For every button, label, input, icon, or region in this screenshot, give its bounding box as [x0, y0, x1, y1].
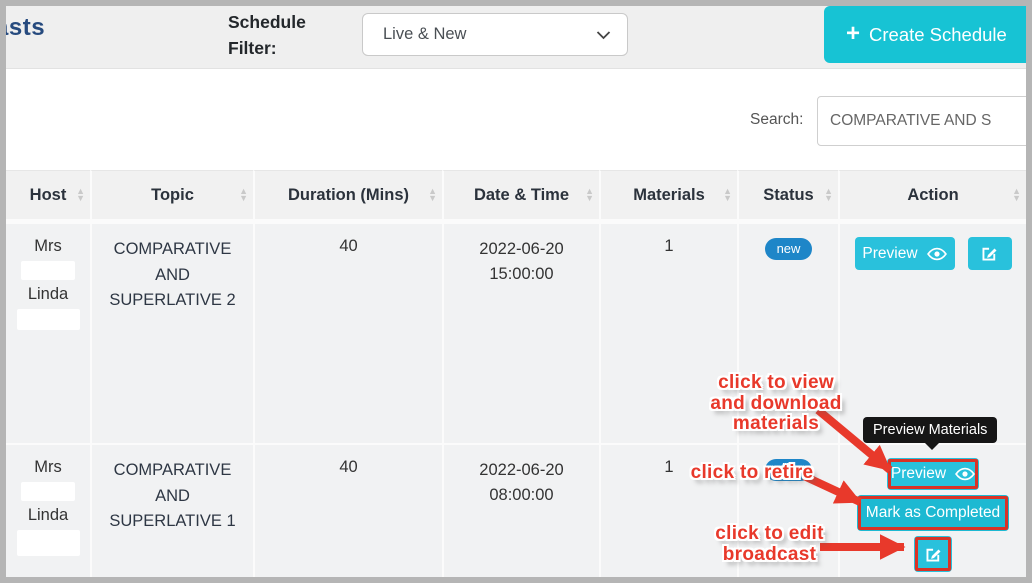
host-title: Mrs: [34, 458, 62, 476]
search-label: Search:: [750, 111, 804, 128]
plus-icon: +: [846, 19, 861, 47]
column-header-materials[interactable]: Materials ▲ ▼: [599, 170, 737, 222]
schedule-filter-value: Live & New: [383, 25, 467, 43]
topic-cell: COMPARATIVE AND SUPERLATIVE 2: [90, 222, 253, 443]
schedules-table: Host ▲ ▼ Topic ▲ ▼ Duration (Mins) ▲ ▼ Date…: [6, 170, 1026, 577]
create-schedule-label: Create Schedule: [869, 23, 1007, 45]
action-cell: Preview: [838, 222, 1026, 443]
column-header-host[interactable]: Host ▲ ▼: [6, 170, 90, 222]
host-name: Linda: [27, 506, 69, 524]
search-band: Search:: [6, 70, 1026, 170]
schedule-filter-select[interactable]: Live & New: [362, 13, 628, 56]
search-input[interactable]: [817, 96, 1026, 146]
column-header-datetime[interactable]: Date & Time ▲ ▼: [442, 170, 599, 222]
annotation-view-materials: click to view and download materials: [710, 372, 842, 435]
materials-cell: 1: [599, 443, 737, 577]
duration-cell: 40: [253, 443, 442, 577]
table-row: Mrs Linda COMPARATIVE AND SUPERLATIVE 1 …: [6, 443, 1026, 577]
status-cell: new: [737, 222, 838, 443]
datetime-cell: 2022-06-20 08:00:00: [442, 443, 599, 577]
eye-icon: [955, 467, 975, 481]
sort-icon[interactable]: ▲ ▼: [723, 186, 732, 203]
sort-icon[interactable]: ▲ ▼: [585, 186, 594, 203]
status-badge: new: [764, 238, 813, 260]
column-header-topic[interactable]: Topic ▲ ▼: [90, 170, 253, 222]
redacted-text-box: [21, 261, 75, 280]
host-name: Linda: [27, 285, 69, 303]
column-header-action[interactable]: Action ▲ ▼: [838, 170, 1026, 222]
sort-icon[interactable]: ▲ ▼: [1012, 186, 1021, 203]
sort-icon[interactable]: ▲ ▼: [824, 186, 833, 203]
preview-materials-tooltip: Preview Materials: [863, 417, 998, 450]
top-toolbar: asts Schedule Filter: Live & New + Creat…: [6, 6, 1026, 69]
annotation-retire: click to retire: [690, 462, 814, 483]
topic-cell: COMPARATIVE AND SUPERLATIVE 1: [90, 443, 253, 577]
host-cell: Mrs Linda: [6, 222, 90, 443]
edit-icon: [982, 247, 997, 261]
host-cell: Mrs Linda: [6, 443, 90, 577]
schedule-filter-label: Schedule Filter:: [228, 12, 306, 59]
page-title: asts: [6, 14, 48, 46]
redacted-text-box: [16, 309, 80, 330]
redacted-text-box: [16, 530, 80, 556]
materials-cell: 1: [599, 222, 737, 443]
page-title-text: asts: [6, 14, 46, 41]
create-schedule-button[interactable]: + Create Schedule: [824, 6, 1026, 63]
mark-as-completed-button[interactable]: Mark as Completed: [857, 495, 1009, 531]
duration-cell: 40: [253, 222, 442, 443]
edit-broadcast-button[interactable]: [967, 237, 1012, 270]
eye-icon: [926, 247, 947, 260]
table-row: Mrs Linda COMPARATIVE AND SUPERLATIVE 2 …: [6, 222, 1026, 443]
preview-button[interactable]: Preview: [854, 237, 955, 270]
sort-icon[interactable]: ▲ ▼: [76, 186, 85, 203]
sort-icon[interactable]: ▲ ▼: [428, 186, 437, 203]
preview-button[interactable]: Preview: [887, 458, 979, 490]
column-header-status[interactable]: Status ▲ ▼: [737, 170, 838, 222]
action-cell: Preview Mark as Completed: [838, 443, 1026, 577]
host-title: Mrs: [34, 237, 62, 255]
annotation-edit-broadcast: click to edit broadcast: [715, 523, 824, 565]
status-badge: new: [764, 459, 813, 481]
column-header-duration[interactable]: Duration (Mins) ▲ ▼: [253, 170, 442, 222]
edit-icon: [926, 548, 940, 561]
status-cell: new: [737, 443, 838, 577]
datetime-cell: 2022-06-20 15:00:00: [442, 222, 599, 443]
edit-broadcast-button[interactable]: [914, 536, 952, 572]
broadcasts-page: asts Schedule Filter: Live & New + Creat…: [6, 6, 1026, 577]
table-header-row: Host ▲ ▼ Topic ▲ ▼ Duration (Mins) ▲ ▼ Date…: [6, 170, 1026, 222]
sort-icon[interactable]: ▲ ▼: [239, 186, 248, 203]
redacted-text-box: [21, 482, 75, 501]
chevron-down-icon: [596, 30, 611, 39]
